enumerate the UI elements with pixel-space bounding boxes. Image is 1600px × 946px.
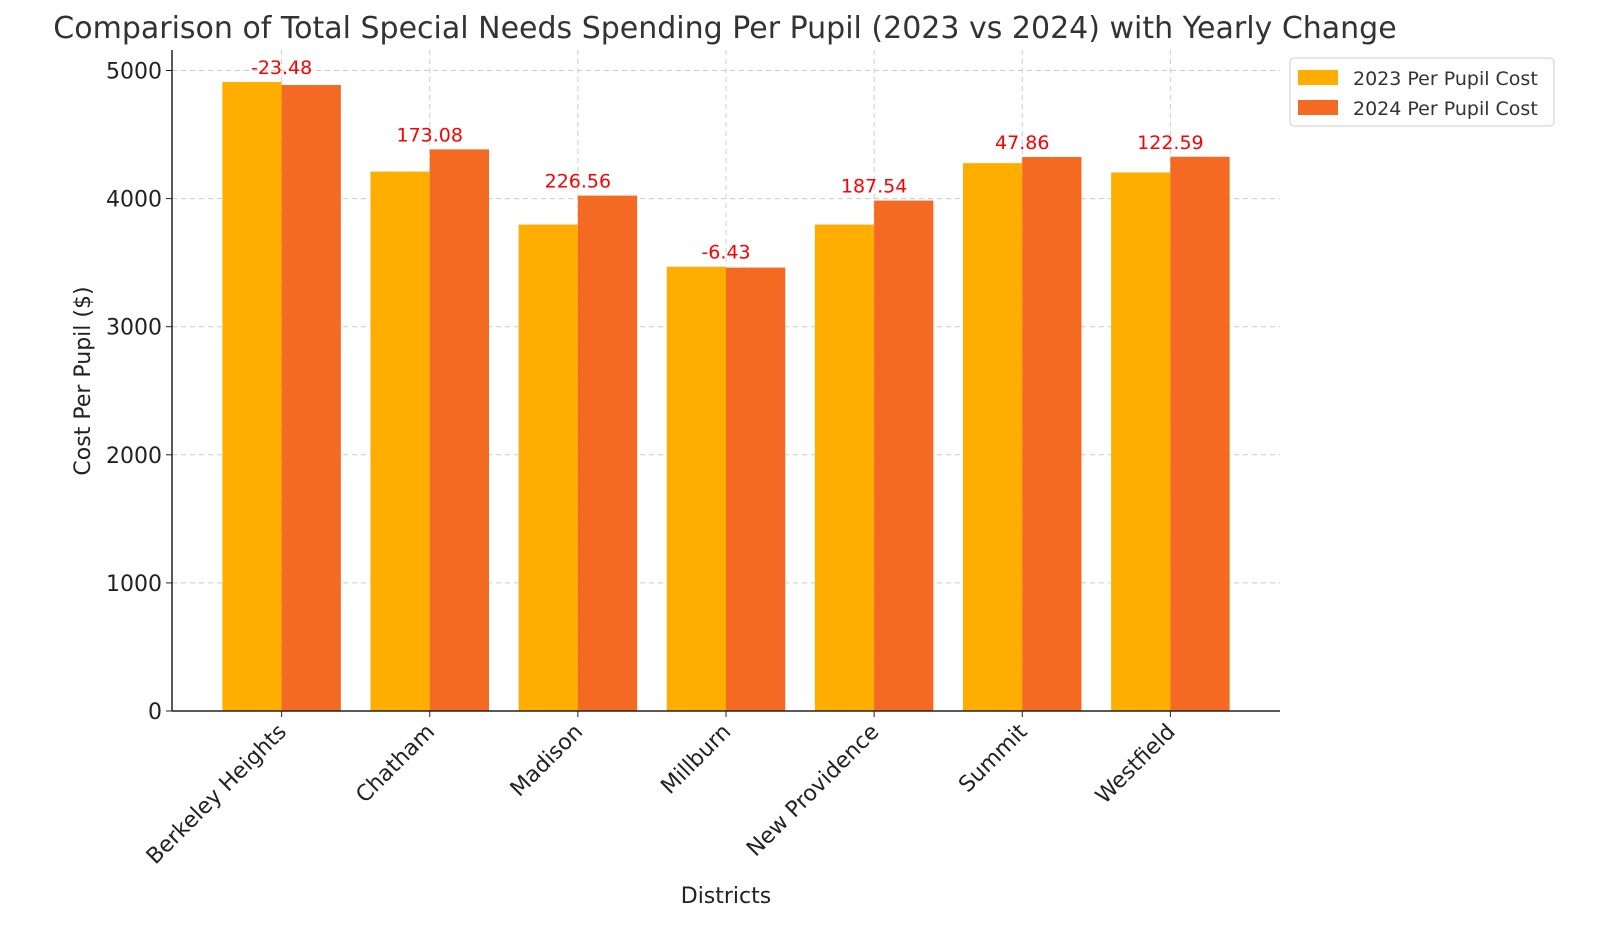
annotations: -23.48 173.08 226.56 -6.43 187.54 47.86 122.59	[251, 57, 1204, 264]
bar-2023	[222, 82, 282, 711]
x-tick-label: Summit	[954, 719, 1032, 797]
bar-2023	[814, 224, 875, 711]
bar-2023	[1111, 172, 1171, 711]
y-tick-label: 2000	[106, 444, 162, 469]
y-tick-label: 3000	[106, 316, 162, 341]
bar-2024	[874, 200, 934, 711]
change-label: -23.48	[251, 57, 312, 79]
y-tick-label: 5000	[106, 59, 162, 84]
legend-swatch	[1298, 100, 1338, 115]
bar-2024	[726, 267, 786, 711]
y-tick-label: 0	[148, 700, 162, 725]
change-label: -6.43	[701, 242, 750, 264]
x-axis-label: Districts	[681, 884, 771, 909]
legend-box	[1289, 57, 1555, 127]
legend-swatch	[1298, 70, 1338, 85]
change-label: 122.59	[1137, 132, 1203, 154]
bar-2023	[963, 163, 1023, 712]
bar-2023	[666, 266, 726, 711]
change-label: 187.54	[841, 176, 907, 198]
bar-2024	[1170, 156, 1230, 711]
y-tick-label: 1000	[106, 572, 162, 597]
bars	[222, 82, 1230, 712]
bar-2024	[281, 85, 341, 711]
x-tick-label: Westfield	[1091, 720, 1180, 809]
legend-label: 2024 Per Pupil Cost	[1353, 98, 1538, 120]
legend: 2023 Per Pupil Cost 2024 Per Pupil Cost	[1289, 57, 1555, 127]
legend-label: 2023 Per Pupil Cost	[1353, 68, 1538, 90]
bar-2024	[577, 195, 638, 711]
chart-title: Comparison of Total Special Needs Spendi…	[53, 11, 1396, 46]
change-label: 173.08	[397, 124, 463, 146]
x-tick-label: Berkeley Heights	[142, 720, 292, 870]
x-tick-label: Madison	[506, 720, 588, 802]
change-label: 226.56	[545, 171, 611, 193]
y-axis-label: Cost Per Pupil ($)	[71, 286, 96, 475]
bar-2023	[518, 224, 578, 711]
bar-2023	[370, 171, 430, 712]
x-tick-label: Millburn	[656, 720, 736, 800]
x-tick-label: Chatham	[351, 720, 440, 809]
x-tick-label: New Providence	[742, 720, 884, 862]
bar-2024	[1022, 156, 1082, 712]
bar-2024	[429, 149, 489, 712]
y-tick-label: 4000	[106, 188, 162, 213]
change-label: 47.86	[995, 132, 1049, 154]
